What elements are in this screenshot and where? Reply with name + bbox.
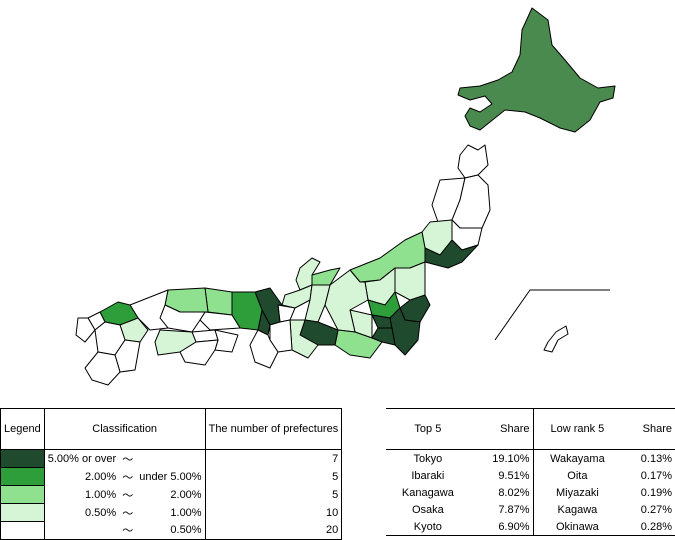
legend-from: 1.00% (85, 488, 117, 501)
low5-share: 0.28% (621, 518, 675, 536)
legend-from: 5.00% or over (47, 452, 117, 465)
prefecture-hokkaido[interactable] (457, 7, 616, 133)
low5-name: Wakayama (532, 449, 622, 467)
japan-prefecture-map (75, 7, 616, 386)
low5-share: 0.27% (640, 503, 672, 516)
prefecture-kagoshima[interactable] (84, 351, 121, 386)
legend-swatch (0, 521, 45, 540)
prefecture-miyazaki[interactable] (114, 339, 141, 373)
prefecture-aomori[interactable] (457, 144, 489, 179)
legend-swatch (0, 485, 45, 504)
legend-row: 〜 0.50% 20 (0, 521, 343, 540)
top5-header: Top 5 (386, 408, 470, 450)
top5-name: Kanagawa (401, 486, 454, 499)
legend-tilde: 〜 (122, 489, 134, 502)
legend-count: 5 (204, 485, 343, 504)
inset-frame (494, 289, 610, 341)
top5-share: 9.51% (498, 469, 530, 482)
legend-count: 7 (204, 449, 343, 468)
top5-share: 19.10% (492, 452, 530, 465)
low5-name: Okinawa (532, 518, 622, 536)
legend-row: 2.00% 〜 under 5.00% 5 (0, 467, 343, 486)
ranking-row: Osaka 7.87% Kagawa 0.27% (386, 501, 675, 518)
legend-from: 0.50% (85, 506, 117, 519)
classification-header: Classification (43, 408, 206, 450)
ranking-row: Tokyo 19.10% Wakayama 0.13% (386, 449, 675, 467)
legend-table: Legend Classification The number of pref… (0, 408, 343, 540)
low5-name: Kagawa (532, 501, 622, 518)
low5-name: Oita (532, 467, 622, 484)
low5-share-header: Share (621, 408, 675, 450)
prefecture-ishikawa[interactable] (295, 257, 321, 291)
legend-to: under 5.00% (139, 470, 202, 483)
prefecture-tochigi[interactable] (394, 261, 426, 301)
prefecture-chiba[interactable] (389, 307, 421, 356)
top5-share-header: Share (469, 408, 534, 450)
top5-name: Osaka (411, 503, 444, 516)
top5-name: Kyoto (386, 518, 470, 536)
legend-to: 0.50% (136, 521, 206, 540)
low5-share: 0.19% (640, 486, 672, 499)
legend-row: 5.00% or over 〜 7 (0, 449, 343, 468)
prefecture-kochi[interactable] (179, 339, 219, 366)
legend-swatch (0, 449, 45, 468)
ranking-table: Top 5 Share Low rank 5 Share Tokyo 19.10%… (386, 408, 675, 536)
low5-name: Miyazaki (532, 484, 622, 501)
legend-count: 10 (204, 503, 343, 522)
prefecture-nagano[interactable] (324, 269, 369, 333)
low5-share: 0.13% (640, 452, 672, 465)
legend-tilde: 〜 (122, 471, 134, 484)
legend-swatch (0, 503, 45, 522)
top5-share: 8.02% (498, 486, 530, 499)
prefecture-kanagawa[interactable] (371, 327, 396, 346)
prefecture-tokushima[interactable] (214, 329, 239, 353)
low5-header: Low rank 5 (532, 408, 622, 450)
legend-count: 20 (204, 521, 343, 540)
ranking-row: Kanagawa 8.02% Miyazaki 0.19% (386, 484, 675, 501)
prefecture-nagasaki[interactable] (75, 317, 96, 343)
prefecture-shiga[interactable] (277, 304, 296, 323)
top5-share: 7.87% (498, 503, 530, 516)
legend-from: 2.00% (85, 470, 117, 483)
legend-row: 1.00% 〜 2.00% 5 (0, 485, 343, 504)
low5-share: 0.17% (640, 469, 672, 482)
prefecture-shizuoka[interactable] (334, 329, 383, 359)
top5-share: 6.90% (469, 518, 534, 536)
prefecture-okinawa[interactable] (543, 325, 569, 353)
legend-to: 1.00% (170, 506, 202, 519)
count-header: The number of prefectures (204, 408, 343, 450)
top5-name: Ibaraki (411, 469, 445, 482)
legend-from (44, 521, 120, 540)
top5-name: Tokyo (413, 452, 443, 465)
legend-tilde: 〜 (122, 507, 134, 520)
legend-tilde: 〜 (119, 521, 137, 540)
ranking-row: Ibaraki 9.51% Oita 0.17% (386, 467, 675, 484)
prefecture-tottori[interactable] (204, 287, 233, 316)
legend-header: Legend (0, 408, 45, 450)
legend-to (136, 450, 205, 468)
legend-row: 0.50% 〜 1.00% 10 (0, 503, 343, 522)
legend-tilde: 〜 (122, 453, 134, 466)
prefecture-fukui[interactable] (281, 284, 313, 309)
legend-swatch (0, 467, 45, 486)
legend-to: 2.00% (170, 488, 202, 501)
legend-count: 5 (204, 467, 343, 486)
prefecture-wakayama[interactable] (249, 329, 279, 369)
ranking-row: Kyoto 6.90% Okinawa 0.28% (386, 518, 675, 536)
